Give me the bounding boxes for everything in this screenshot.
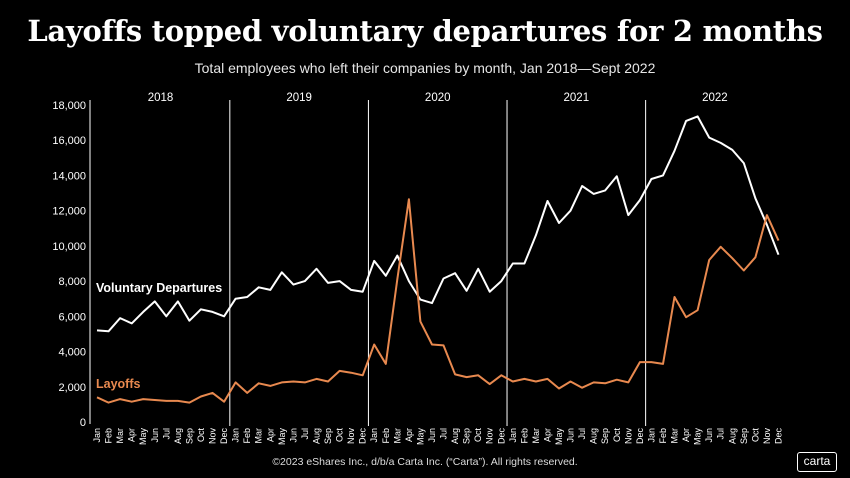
x-tick-label: Apr	[265, 428, 275, 442]
x-tick-label: Jun	[566, 428, 576, 443]
x-tick-label: Apr	[542, 428, 552, 442]
year-label: 2019	[286, 92, 312, 104]
series-label-layoffs: Layoffs	[96, 377, 141, 391]
x-tick-label: Jan	[369, 428, 379, 443]
carta-logo: carta	[797, 452, 837, 472]
x-tick-label: Jun	[150, 428, 160, 443]
x-tick-label: Feb	[242, 428, 252, 444]
x-tick-label: Sep	[739, 428, 749, 444]
y-tick-label: 16,000	[52, 135, 86, 147]
x-tick-label: Aug	[173, 428, 183, 444]
x-tick-label: Dec	[358, 428, 368, 445]
x-tick-label: May	[138, 428, 148, 446]
x-tick-label: Nov	[623, 428, 633, 445]
x-tick-label: May	[693, 428, 703, 446]
x-tick-label: Mar	[115, 428, 125, 444]
year-labels: 2018 2019 2020 2021 2022	[148, 92, 728, 104]
x-tick-label: Mar	[254, 428, 264, 444]
x-tick-label: Nov	[485, 428, 495, 445]
x-tick-label: Mar	[670, 428, 680, 444]
year-label: 2021	[564, 92, 590, 104]
x-tick-label: Jun	[704, 428, 714, 443]
x-tick-label: Aug	[589, 428, 599, 444]
x-tick-label: Oct	[750, 428, 760, 443]
chart-subtitle: Total employees who left their companies…	[194, 60, 656, 76]
x-tick-label: Dec	[635, 428, 645, 445]
x-axis-month-labels: Jan Feb Mar Apr May Jun Jul Aug Sep Oct Nov Dec Jan F…	[92, 428, 783, 446]
year-separators	[229, 100, 647, 426]
x-tick-label: Sep	[462, 428, 472, 444]
x-tick-label: Dec	[773, 428, 783, 445]
y-tick-label: 0	[80, 417, 86, 429]
x-tick-label: May	[554, 428, 564, 446]
x-tick-label: Jul	[439, 428, 449, 440]
x-tick-label: Jun	[288, 428, 298, 443]
x-tick-label: Nov	[346, 428, 356, 445]
x-tick-label: Oct	[335, 428, 345, 443]
x-tick-label: May	[415, 428, 425, 446]
x-tick-label: Mar	[392, 428, 402, 444]
x-tick-label: Jul	[577, 428, 587, 440]
x-tick-label: Apr	[127, 428, 137, 442]
x-tick-label: Jun	[427, 428, 437, 443]
x-tick-label: Nov	[208, 428, 218, 445]
x-tick-label: Dec	[496, 428, 506, 445]
copyright-footer: ©2023 eShares Inc., d/b/a Carta Inc. (“C…	[272, 456, 578, 468]
x-tick-label: Aug	[450, 428, 460, 444]
y-axis: 0 2,000 4,000 6,000 8,000 10,000 12,000 14,000 1…	[52, 100, 91, 429]
series-line-voluntary-departures	[96, 115, 780, 333]
x-tick-label: Feb	[519, 428, 529, 444]
year-label: 2018	[148, 92, 174, 104]
x-tick-label: Jan	[92, 428, 102, 443]
x-tick-label: Nov	[762, 428, 772, 445]
x-tick-label: Feb	[381, 428, 391, 444]
x-tick-label: May	[277, 428, 287, 446]
y-tick-label: 12,000	[52, 206, 86, 218]
x-tick-label: Dec	[219, 428, 229, 445]
series-lines	[96, 115, 780, 404]
series-label-voluntary-departures: Voluntary Departures	[96, 281, 222, 295]
x-tick-label: Aug	[311, 428, 321, 444]
series-line-layoffs	[96, 198, 780, 404]
y-tick-label: 10,000	[52, 241, 86, 253]
x-tick-label: Jul	[300, 428, 310, 440]
x-tick-label: Mar	[531, 428, 541, 444]
x-tick-label: Jan	[646, 428, 656, 443]
y-tick-label: 6,000	[58, 311, 86, 323]
x-tick-label: Apr	[404, 428, 414, 442]
x-tick-label: Feb	[658, 428, 668, 444]
x-tick-label: Jan	[508, 428, 518, 443]
x-tick-label: Jan	[231, 428, 241, 443]
x-tick-label: Apr	[681, 428, 691, 442]
x-tick-label: Oct	[196, 428, 206, 443]
y-tick-label: 4,000	[58, 347, 86, 359]
x-tick-label: Feb	[104, 428, 114, 444]
year-label: 2022	[702, 92, 728, 104]
y-tick-label: 8,000	[58, 276, 86, 288]
y-tick-label: 14,000	[52, 170, 86, 182]
x-tick-label: Sep	[600, 428, 610, 444]
year-label: 2020	[425, 92, 451, 104]
x-tick-label: Aug	[727, 428, 737, 444]
y-tick-label: 18,000	[52, 100, 86, 112]
x-tick-label: Jul	[161, 428, 171, 440]
chart-title: Layoffs topped voluntary departures for …	[27, 14, 823, 48]
x-tick-label: Sep	[323, 428, 333, 444]
x-tick-label: Jul	[716, 428, 726, 440]
x-tick-label: Oct	[612, 428, 622, 443]
y-tick-label: 2,000	[58, 382, 86, 394]
x-tick-label: Sep	[184, 428, 194, 444]
x-tick-label: Oct	[473, 428, 483, 443]
